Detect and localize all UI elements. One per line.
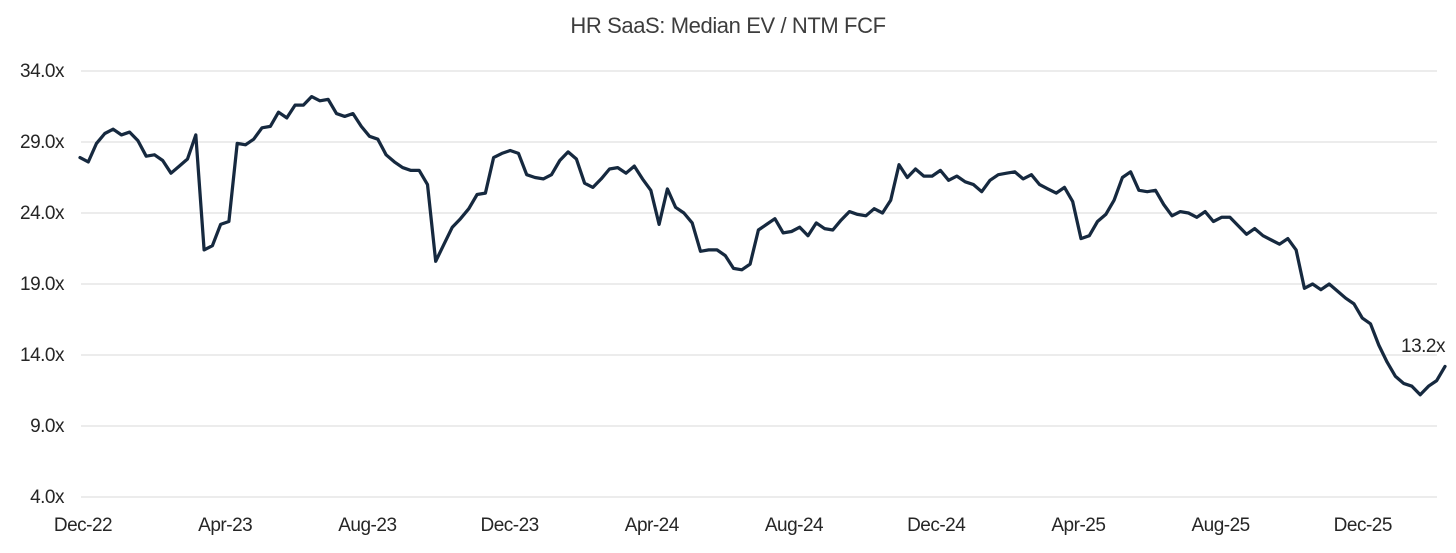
gridlines bbox=[81, 70, 1437, 498]
x-axis-labels: Dec-22 Apr-23 Aug-23 Dec-23 Apr-24 Aug-24 Dec-… bbox=[54, 515, 1393, 536]
last-value-annotation: 13.2x bbox=[1401, 336, 1446, 357]
y-tick-label: 34.0x bbox=[20, 61, 65, 82]
x-tick-label: Dec-24 bbox=[907, 515, 966, 536]
x-tick-label: Apr-23 bbox=[198, 515, 252, 536]
x-tick-label: Aug-24 bbox=[765, 515, 824, 536]
x-tick-label: Aug-25 bbox=[1191, 515, 1249, 536]
y-axis-labels: 34.0x 29.0x 24.0x 19.0x 14.0x 9.0x 4.0x bbox=[20, 61, 65, 508]
y-tick-label: 29.0x bbox=[20, 132, 65, 153]
chart-title: HR SaaS: Median EV / NTM FCF bbox=[570, 13, 886, 38]
y-tick-label: 4.0x bbox=[30, 487, 65, 508]
x-tick-label: Dec-22 bbox=[54, 515, 112, 536]
y-tick-label: 14.0x bbox=[20, 345, 65, 366]
x-tick-label: Dec-25 bbox=[1334, 515, 1392, 536]
x-tick-label: Dec-23 bbox=[480, 515, 538, 536]
y-tick-label: 24.0x bbox=[20, 203, 65, 224]
x-tick-label: Apr-25 bbox=[1051, 515, 1105, 536]
x-tick-label: Apr-24 bbox=[625, 515, 680, 536]
y-tick-label: 19.0x bbox=[20, 274, 65, 295]
y-tick-label: 9.0x bbox=[30, 416, 65, 437]
x-tick-label: Aug-23 bbox=[338, 515, 396, 536]
series-line bbox=[78, 94, 1447, 397]
